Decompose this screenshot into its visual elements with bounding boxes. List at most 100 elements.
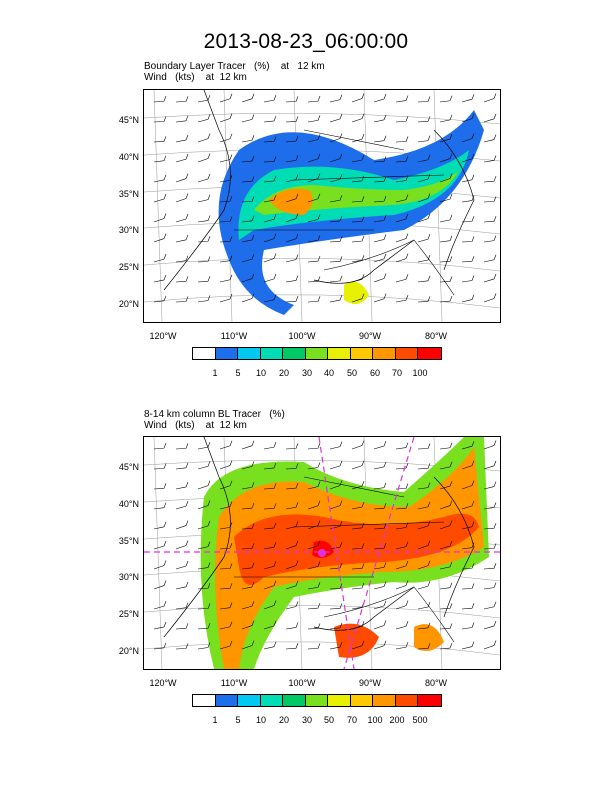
wind-barb: [263, 115, 277, 123]
latitude-gridline: [144, 294, 500, 309]
wind-barb: [461, 622, 475, 630]
wind-barb: [307, 623, 321, 630]
wind-barb: [307, 96, 321, 103]
wind-barb: [197, 256, 211, 263]
tracer-field: [344, 281, 369, 304]
wind-barb: [219, 501, 233, 510]
wind-barb: [351, 235, 365, 243]
wind-barb: [395, 503, 409, 510]
wind-barb: [307, 602, 321, 610]
wind-barb: [395, 175, 409, 183]
lon-label: 100°W: [288, 331, 316, 341]
lat-label: 40°N: [118, 499, 139, 509]
wind-barb: [373, 93, 387, 103]
colorbar-swatch: [260, 695, 283, 706]
colorbar-label: 100: [412, 368, 428, 378]
colorbar-swatch: [193, 695, 216, 706]
wind-barb: [439, 95, 453, 103]
wind-barb: [197, 114, 211, 123]
wind-barb: [483, 502, 497, 510]
wind-barb: [263, 580, 277, 590]
wind-barb: [417, 213, 431, 223]
wind-barb: [351, 582, 365, 590]
wind-barb: [307, 462, 321, 470]
wind-barb: [329, 94, 343, 103]
wind-barb: [175, 501, 189, 510]
wind-barb: [461, 94, 475, 103]
colorbar-swatch: [305, 695, 328, 706]
wind-barb: [483, 543, 497, 550]
coastline: [313, 239, 415, 284]
wind-barb: [285, 580, 299, 590]
wind-barb: [461, 256, 475, 263]
wind-barb: [461, 275, 475, 283]
wind-barb: [175, 154, 189, 163]
wind-barb: [483, 582, 497, 590]
wind-barb: [461, 521, 475, 530]
wind-barb: [373, 640, 387, 650]
lat-label: 30°N: [118, 225, 139, 235]
wind-barb: [241, 234, 255, 243]
wind-barb: [197, 642, 211, 650]
wind-barb: [417, 275, 431, 283]
wind-barb: [285, 560, 299, 570]
lon-label: 80°W: [424, 331, 448, 341]
wind-barb: [373, 543, 387, 550]
wind-barb: [197, 236, 211, 243]
colorbar-swatch: [215, 695, 238, 706]
wind-barb: [461, 460, 475, 470]
wind-barb: [373, 482, 387, 490]
wind-barb: [175, 462, 189, 470]
panel-1-map: [143, 89, 501, 323]
colorbar-swatch: [260, 348, 283, 359]
wind-barb: [395, 642, 409, 650]
wind-barb: [417, 135, 431, 143]
wind-barb: [395, 233, 409, 243]
wind-barb: [219, 621, 233, 630]
wind-barb: [417, 154, 431, 163]
wind-barb: [285, 96, 299, 103]
wind-barb: [307, 582, 321, 590]
wind-barb: [175, 134, 189, 143]
wind-barb: [241, 620, 255, 630]
wind-barb: [175, 173, 189, 183]
wind-barb: [483, 293, 497, 303]
wind-barb: [307, 255, 321, 263]
wind-barb: [351, 543, 365, 550]
wind-barb: [153, 136, 167, 143]
wind-barb: [483, 113, 497, 123]
wind-barb: [197, 461, 211, 470]
overlay-marker: [318, 549, 326, 557]
wind-barb: [307, 296, 321, 303]
wind-barb: [417, 116, 431, 123]
wind-barb: [351, 522, 365, 530]
wind-barb: [197, 562, 211, 570]
wind-barb: [241, 600, 255, 610]
colorbar-label: 50: [323, 715, 334, 725]
wind-barb: [483, 563, 497, 570]
colorbar-label: 5: [235, 368, 241, 378]
panel-1-colorbar: [192, 347, 442, 360]
colorbar-label: 60: [369, 368, 380, 378]
lat-label: 35°N: [118, 536, 139, 546]
wind-barb: [219, 602, 233, 610]
wind-barb: [439, 442, 453, 450]
wind-barb: [263, 541, 277, 550]
wind-barb: [351, 640, 365, 650]
wind-barb: [307, 153, 321, 163]
lon-label: 90°W: [358, 678, 382, 688]
wind-barb: [329, 583, 343, 590]
wind-barb: [461, 480, 475, 490]
colorbar-label: 100: [367, 715, 383, 725]
coastline: [163, 437, 231, 638]
wind-barb: [483, 155, 497, 163]
wind-barb: [285, 643, 299, 650]
wind-barb: [153, 621, 167, 630]
coastline: [433, 129, 475, 271]
wind-barb: [461, 133, 475, 143]
wind-barb: [329, 480, 343, 490]
wind-barb: [285, 502, 299, 510]
wind-barb: [197, 173, 211, 183]
lon-label: 120°W: [149, 331, 177, 341]
wind-barb: [439, 193, 453, 203]
